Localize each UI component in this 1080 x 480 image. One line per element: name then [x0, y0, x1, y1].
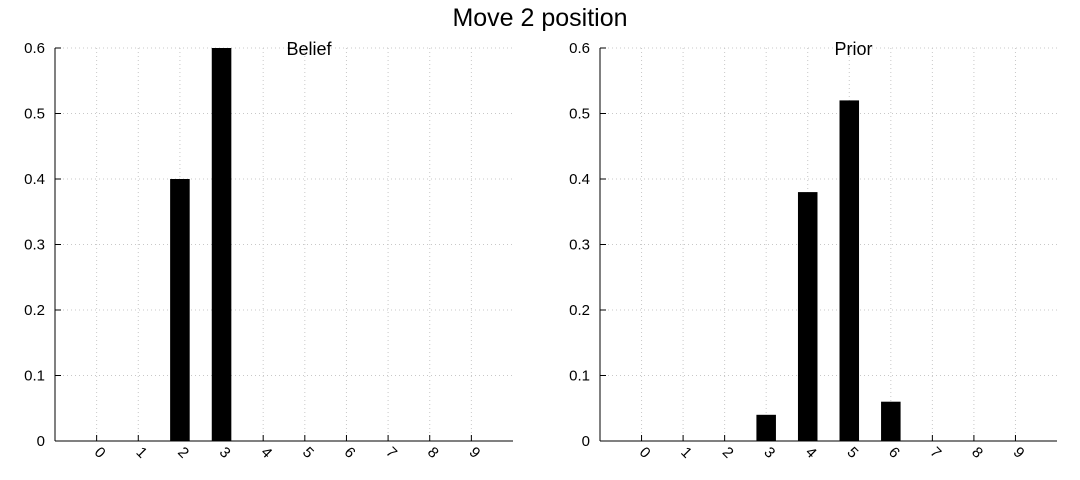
x-tick-label: 2: [174, 444, 192, 462]
y-tick-label: 0.1: [24, 368, 45, 385]
bar-3: [756, 414, 776, 441]
y-tick-label: 0.4: [569, 171, 590, 188]
y-tick-label: 0.4: [24, 171, 45, 188]
x-tick-label: 4: [802, 444, 820, 462]
x-tick-label: 1: [132, 444, 150, 462]
bar-3: [211, 48, 232, 441]
bar-5: [839, 100, 860, 442]
y-tick-label: 0.6: [24, 40, 45, 57]
x-tick-label: 5: [299, 444, 317, 462]
y-tick-label: 0.6: [569, 40, 590, 57]
y-tick-label: 0.5: [24, 106, 45, 123]
x-tick-label: 3: [760, 444, 778, 462]
chart-title: Prior: [834, 39, 872, 59]
x-tick-label: 7: [382, 444, 400, 462]
bar-6: [881, 401, 901, 441]
bar-2: [170, 179, 190, 441]
x-tick-label: 4: [257, 444, 275, 462]
y-tick-label: 0: [582, 433, 590, 450]
y-tick-label: 0.5: [569, 106, 590, 123]
y-tick-label: 0: [37, 433, 45, 450]
x-tick-label: 8: [424, 444, 442, 462]
chart-panel-belief: 0 0.1 0.2 0.3 0.4 0.5 0.6 0 1 2 3 4 5 6 7 8 9 Belief: [24, 39, 513, 462]
x-tick-label: 7: [927, 444, 945, 462]
x-tick-label: 0: [636, 444, 654, 462]
x-tick-label: 8: [968, 444, 986, 462]
x-tick-label: 3: [216, 444, 234, 462]
x-tick-label: 1: [677, 444, 695, 462]
x-tick-label: 2: [719, 444, 737, 462]
y-tick-label: 0.3: [24, 237, 45, 254]
x-tick-label: 9: [1010, 444, 1028, 462]
chart-panel-prior: 0 0.1 0.2 0.3 0.4 0.5 0.6 0 1 2 3 4 5 6 7 8 9 Prior: [569, 39, 1057, 462]
figure-title: Move 2 position: [452, 4, 628, 32]
x-tick-label: 9: [466, 444, 484, 462]
x-tick-label: 0: [91, 444, 109, 462]
x-tick-label: 5: [843, 444, 861, 462]
x-tick-label: 6: [885, 444, 903, 462]
y-tick-label: 0.3: [569, 237, 590, 254]
y-tick-label: 0.2: [569, 302, 590, 319]
y-tick-label: 0.2: [24, 302, 45, 319]
y-tick-label: 0.1: [569, 368, 590, 385]
x-tick-label: 6: [341, 444, 359, 462]
chart-title: Belief: [286, 39, 332, 59]
bar-4: [797, 192, 818, 441]
